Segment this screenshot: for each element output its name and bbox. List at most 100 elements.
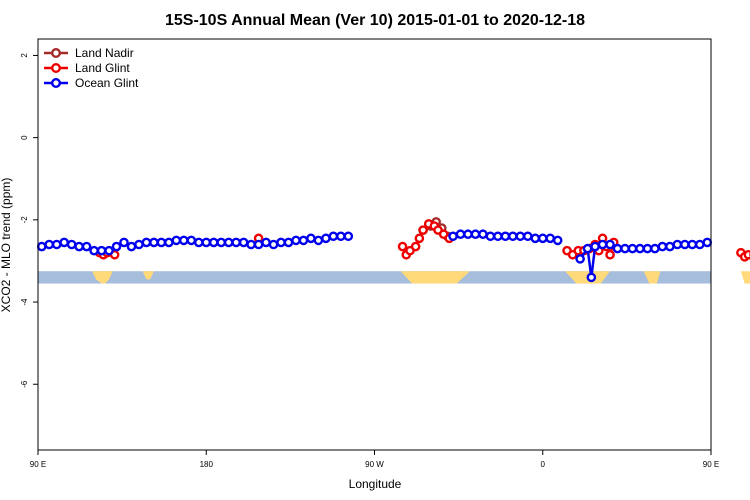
series-layer [36, 217, 750, 283]
data-point-ocean-glint [186, 235, 197, 246]
data-point-ocean-glint [59, 237, 69, 248]
y-axis: 2 0 -2 -4 -6 [20, 53, 38, 388]
y-tick-label: -2 [20, 216, 29, 224]
data-point-ocean-glint [694, 239, 705, 250]
data-point-ocean-glint [261, 237, 271, 248]
data-point-ocean-glint [343, 231, 354, 242]
data-point-ocean-glint [500, 231, 511, 242]
data-point-ocean-glint [642, 243, 653, 254]
data-point-ocean-glint [223, 237, 234, 248]
data-point-ocean-glint [126, 241, 137, 252]
data-point-ocean-glint [328, 231, 339, 242]
data-point-ocean-glint [665, 241, 675, 252]
y-tick-label: 2 [20, 53, 29, 58]
data-point-ocean-glint [597, 239, 608, 250]
data-point-ocean-glint [306, 233, 316, 244]
x-axis: 90 E 180 90 W 0 90 E [30, 450, 719, 469]
data-point-ocean-glint [635, 243, 645, 254]
plot-area [36, 217, 750, 284]
data-point-ocean-glint [208, 237, 219, 248]
land-mass-4 [643, 271, 661, 284]
legend-label: Land Nadir [75, 46, 134, 60]
data-point-ocean-glint [336, 231, 346, 242]
data-point-ocean-glint [478, 229, 488, 240]
land-mass-1 [142, 271, 154, 280]
chart-title: 15S-10S Annual Mean (Ver 10) 2015-01-01 … [165, 12, 585, 29]
data-point-ocean-glint [586, 272, 597, 283]
data-point-ocean-glint [149, 237, 159, 248]
data-point-ocean-glint [171, 235, 182, 246]
data-point-ocean-glint [313, 235, 324, 246]
data-point-ocean-glint [179, 235, 189, 246]
data-point-ocean-glint [156, 237, 167, 248]
data-point-ocean-glint [253, 239, 264, 250]
data-point-ocean-glint [298, 235, 309, 246]
data-point-ocean-glint [455, 229, 466, 240]
data-point-ocean-glint [582, 243, 593, 254]
data-point-ocean-glint [657, 241, 668, 252]
legend-marker [51, 77, 62, 88]
data-point-land-glint [414, 233, 425, 244]
data-point-land-glint [397, 241, 408, 252]
data-point-ocean-glint [291, 235, 301, 246]
data-point-ocean-glint [493, 231, 503, 242]
x-axis-label: Longitude [349, 477, 402, 491]
land-band [38, 271, 711, 284]
data-point-ocean-glint [545, 233, 556, 244]
data-point-ocean-glint [530, 233, 541, 244]
data-point-ocean-glint [104, 245, 114, 256]
data-point-ocean-glint [246, 239, 256, 250]
data-point-ocean-glint [268, 239, 279, 250]
data-point-land-glint [743, 249, 750, 260]
land-mass-2 [400, 271, 470, 284]
x-tick-label: 180 [200, 460, 214, 469]
series-ocean-glint [36, 229, 713, 283]
legend-label: Ocean Glint [75, 76, 139, 90]
data-point-ocean-glint [552, 235, 563, 246]
data-point-ocean-glint [36, 241, 47, 252]
legend-label: Land Glint [75, 61, 130, 75]
data-point-ocean-glint [96, 245, 107, 256]
legend-marker [51, 62, 62, 73]
data-point-ocean-glint [231, 237, 241, 248]
land-mass-0 [92, 271, 113, 284]
x-tick-label: 0 [541, 460, 546, 469]
data-point-ocean-glint [687, 239, 698, 250]
data-point-ocean-glint [448, 231, 458, 242]
data-point-ocean-glint [44, 239, 55, 250]
legend-marker [51, 48, 62, 59]
data-point-ocean-glint [51, 239, 62, 250]
data-point-land-glint [418, 225, 428, 235]
data-point-ocean-glint [193, 237, 204, 248]
data-point-ocean-glint [463, 229, 473, 240]
legend-item-land-glint: Land Glint [44, 61, 130, 75]
data-point-land-glint [605, 249, 615, 260]
data-point-ocean-glint [81, 241, 92, 252]
land-mass-5 [740, 271, 750, 284]
series-line-segment [590, 246, 597, 278]
data-point-ocean-glint [575, 254, 585, 264]
data-point-ocean-glint [111, 241, 122, 252]
data-point-ocean-glint [66, 239, 77, 250]
data-point-ocean-glint [672, 239, 683, 250]
x-tick-label: 90 E [703, 460, 719, 469]
data-point-ocean-glint [141, 237, 152, 248]
legend-item-ocean-glint: Ocean Glint [44, 76, 139, 90]
data-point-ocean-glint [238, 237, 249, 248]
x-tick-label: 90 E [30, 460, 46, 469]
data-point-ocean-glint [74, 241, 84, 252]
y-tick-label: 0 [20, 135, 29, 140]
data-point-ocean-glint [485, 231, 496, 242]
data-point-ocean-glint [470, 229, 481, 240]
data-point-ocean-glint [702, 237, 713, 248]
data-point-ocean-glint [590, 241, 600, 252]
data-point-ocean-glint [134, 239, 144, 250]
data-point-ocean-glint [276, 237, 286, 248]
data-point-ocean-glint [537, 233, 548, 244]
data-point-ocean-glint [612, 243, 623, 254]
y-axis-label: XCO2 - MLO trend (ppm) [0, 178, 13, 313]
data-point-ocean-glint [283, 237, 294, 248]
data-point-ocean-glint [522, 231, 533, 242]
data-point-ocean-glint [119, 237, 129, 248]
data-point-ocean-glint [321, 233, 331, 244]
